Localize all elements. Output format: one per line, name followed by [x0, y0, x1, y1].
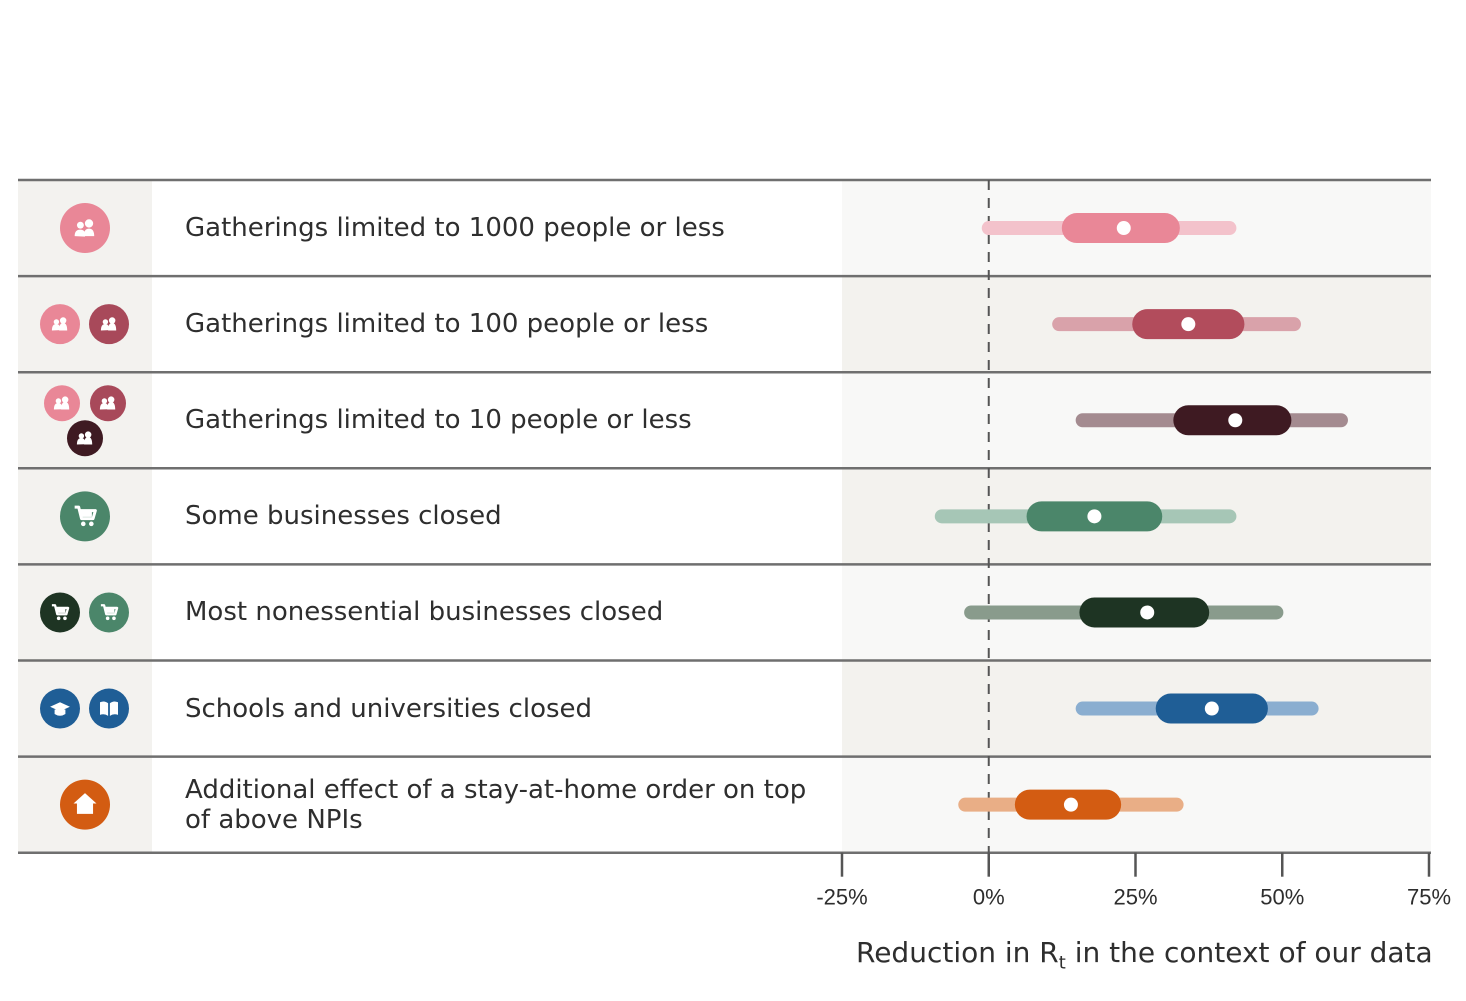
icon-badge-circle — [89, 304, 129, 345]
interval-row — [1075, 405, 1348, 436]
interval-row — [958, 789, 1184, 820]
icon-badge — [89, 688, 129, 729]
x-axis: -25% 0% 25% 50% 75% — [816, 852, 1451, 910]
people-icon — [76, 431, 93, 445]
row-label: Most nonessential businesses closed — [185, 597, 664, 628]
row-label: Schools and universities closed — [185, 693, 593, 724]
median-point — [1116, 221, 1131, 236]
median-point — [1087, 509, 1102, 524]
row-label: Gatherings limited to 1000 people or les… — [185, 213, 725, 244]
x-tick-label: 25% — [1113, 885, 1157, 910]
icon-badge — [89, 304, 129, 345]
icon-badge — [90, 385, 126, 422]
median-point — [1140, 605, 1155, 620]
icon-badge-circle — [60, 203, 110, 254]
icon-cell — [18, 660, 152, 757]
people-icon — [53, 396, 70, 410]
interval-row — [1052, 309, 1301, 340]
cart-icon — [51, 604, 70, 621]
icon-badge-circle — [67, 420, 103, 457]
median-point — [1181, 317, 1196, 332]
interval-row — [981, 213, 1237, 244]
people-icon — [99, 396, 116, 410]
row-icons — [40, 203, 129, 830]
icon-cell — [18, 276, 152, 373]
book-icon — [100, 701, 118, 716]
row-label: Gatherings limited to 100 people or less — [185, 309, 709, 340]
row-label: Some businesses closed — [185, 501, 502, 532]
interval-row — [1075, 693, 1319, 724]
icon-badge — [67, 420, 103, 457]
graduation-cap-icon — [50, 702, 70, 716]
house-icon — [73, 793, 97, 814]
icon-badge-circle — [90, 385, 126, 422]
x-tick-label: 50% — [1260, 885, 1304, 910]
intervals — [934, 213, 1348, 820]
icon-badge — [44, 385, 80, 422]
icon-badge — [60, 491, 110, 542]
cart-icon — [74, 505, 97, 527]
icon-badge — [40, 592, 80, 633]
cart-icon — [100, 604, 119, 621]
icon-badge-circle — [44, 385, 80, 422]
icon-badge — [89, 592, 129, 633]
people-icon — [100, 317, 117, 331]
row-label: Gatherings limited to 10 people or less — [185, 405, 692, 436]
median-point — [1204, 701, 1219, 716]
icon-badge — [60, 779, 110, 830]
icon-badge — [60, 203, 110, 254]
people-icon — [51, 317, 68, 331]
interval-row — [964, 597, 1284, 628]
interval-row — [934, 501, 1237, 532]
x-tick-label: -25% — [816, 885, 867, 910]
icon-badge — [40, 688, 80, 729]
icon-badge-circle — [89, 688, 129, 729]
x-tick-label: 75% — [1407, 885, 1451, 910]
icon-cell — [18, 564, 152, 661]
median-point — [1063, 797, 1078, 812]
median-point — [1228, 413, 1243, 428]
row-label: Additional effect of a stay-at-home orde… — [185, 774, 807, 835]
icon-badge-circle — [40, 304, 80, 345]
x-axis-title: Reduction in Rt in the context of our da… — [856, 936, 1433, 974]
x-tick-label: 0% — [973, 885, 1005, 910]
people-icon — [74, 219, 95, 237]
icon-badge — [40, 304, 80, 345]
